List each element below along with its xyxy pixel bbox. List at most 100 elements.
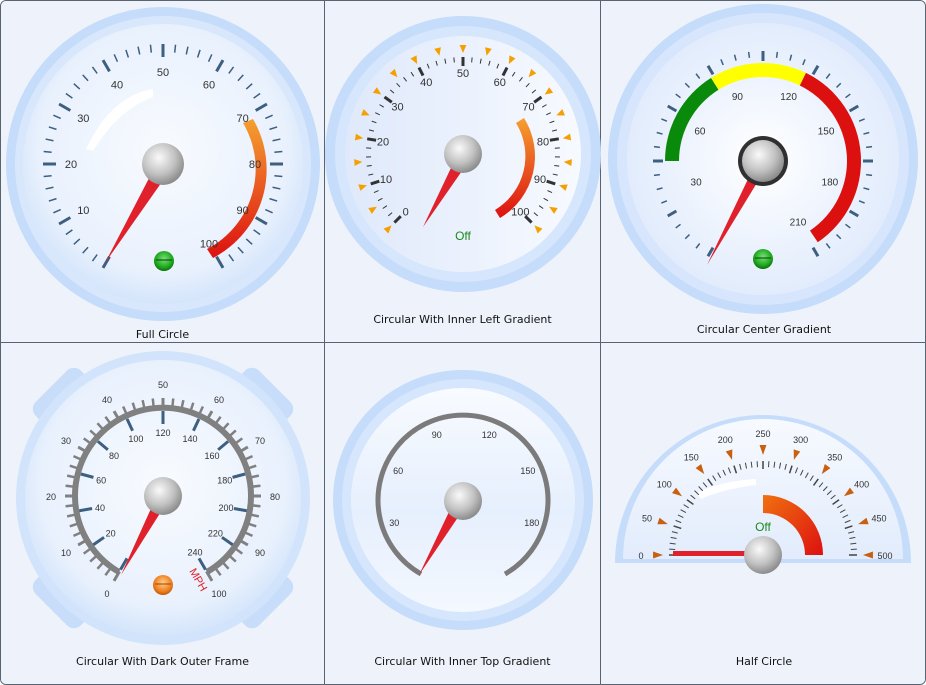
tick-mark: [233, 507, 247, 513]
tick-mark: [104, 568, 112, 577]
tick-mark: [66, 513, 76, 518]
scale-label: 0: [104, 589, 109, 599]
tick-mark: [232, 472, 246, 479]
tick-mark: [675, 519, 682, 524]
gauge-caption: Half Circle: [735, 655, 793, 668]
scale-label: 70: [255, 436, 265, 446]
tick-mark: [677, 514, 684, 518]
tick-mark: [759, 445, 767, 455]
tick-mark: [373, 190, 379, 193]
scale-label: 120: [155, 428, 170, 438]
tick-mark: [171, 398, 175, 407]
tick-mark: [733, 465, 738, 474]
tick-mark: [863, 551, 873, 559]
scale-label: 180: [524, 518, 539, 528]
inner-top-gradient-gauge: 30 60 90 120 150 180: [333, 370, 593, 630]
tick-mark: [528, 68, 537, 78]
tick-mark: [552, 173, 558, 176]
range-band-orange: [763, 495, 823, 555]
scale-label: 60: [694, 127, 706, 138]
inner-left-gradient-gauge: 0 10 20 30 40 50 60 70 80 90 100 Off: [325, 16, 601, 292]
tick-mark: [215, 59, 225, 73]
tick-mark: [189, 402, 195, 411]
tick-mark: [65, 92, 73, 99]
tick-mark: [215, 255, 225, 269]
tick-mark: [546, 179, 556, 186]
tick-mark: [69, 464, 78, 470]
tick-mark: [684, 234, 690, 240]
tick-mark: [683, 504, 689, 509]
tick-mark: [58, 102, 72, 112]
gauge-panel-full-circle: 10 20 30 40 50 60 70 80 90 100 Full Circle: [1, 1, 325, 343]
tick-mark: [821, 464, 831, 475]
tick-mark: [197, 557, 207, 571]
tick-mark: [375, 112, 380, 116]
tick-mark: [698, 486, 704, 492]
tick-mark: [694, 490, 700, 496]
scale-label: 30: [77, 113, 89, 125]
tick-mark: [725, 449, 733, 460]
tick-mark: [214, 568, 222, 577]
full-circle-gauge: 10 20 30 40 50 60 70 80 90 100: [6, 7, 320, 321]
tick-mark: [112, 410, 121, 422]
tick-mark: [58, 216, 72, 226]
tick-mark: [125, 49, 130, 58]
tick-mark: [396, 82, 401, 88]
tick-mark: [151, 398, 155, 407]
tick-mark: [82, 437, 91, 445]
scale-label: 150: [818, 127, 835, 138]
scale-label: 50: [157, 67, 169, 79]
tick-mark: [848, 104, 860, 113]
tick-mark: [387, 212, 393, 217]
needle-cap: [142, 143, 184, 185]
tick-mark: [417, 66, 425, 77]
tick-mark: [237, 538, 249, 547]
tick-mark: [559, 184, 568, 191]
tick-mark: [101, 255, 111, 269]
tick-mark: [750, 461, 753, 468]
tick-mark: [717, 472, 722, 479]
tick-mark: [866, 173, 873, 177]
scale-label: 150: [684, 452, 699, 462]
center-gradient-gauge: 30 60 90 120 150 180 210: [608, 4, 918, 314]
scale-label: 200: [219, 503, 234, 513]
tick-mark: [65, 504, 74, 508]
tick-mark: [253, 229, 261, 236]
scale-label: 10: [77, 205, 89, 217]
tick-mark: [45, 186, 54, 190]
tick-mark: [265, 208, 273, 214]
tick-mark: [112, 570, 121, 582]
tick-mark: [383, 225, 392, 234]
tick-mark: [228, 66, 235, 74]
tick-mark: [354, 133, 364, 141]
tick-mark: [842, 514, 849, 518]
scale-label: 0: [638, 551, 643, 561]
tick-mark: [131, 402, 137, 411]
tick-mark: [549, 120, 555, 124]
tick-mark: [744, 462, 748, 469]
tick-mark: [544, 87, 554, 95]
scale-label: 180: [822, 178, 839, 189]
tick-mark: [488, 60, 491, 66]
scale-label: 90: [534, 174, 546, 186]
tick-mark: [89, 429, 97, 437]
tick-mark: [543, 197, 549, 202]
tick-mark: [657, 517, 668, 525]
tick-mark: [733, 54, 737, 61]
tick-mark: [383, 95, 393, 104]
tick-mark: [844, 519, 851, 524]
tick-mark: [556, 109, 565, 116]
tick-mark: [198, 405, 205, 415]
tick-mark: [818, 482, 824, 488]
tick-mark: [69, 522, 78, 528]
tick-mark: [254, 216, 268, 226]
tick-mark: [858, 118, 865, 122]
tick-mark: [479, 58, 482, 64]
scale-label: 100: [128, 434, 143, 444]
tick-mark: [712, 475, 717, 481]
tick-mark: [739, 463, 742, 470]
tick-mark: [235, 437, 244, 445]
tick-mark: [410, 71, 415, 77]
tick-mark: [680, 509, 687, 514]
needle-cap: [444, 482, 482, 520]
